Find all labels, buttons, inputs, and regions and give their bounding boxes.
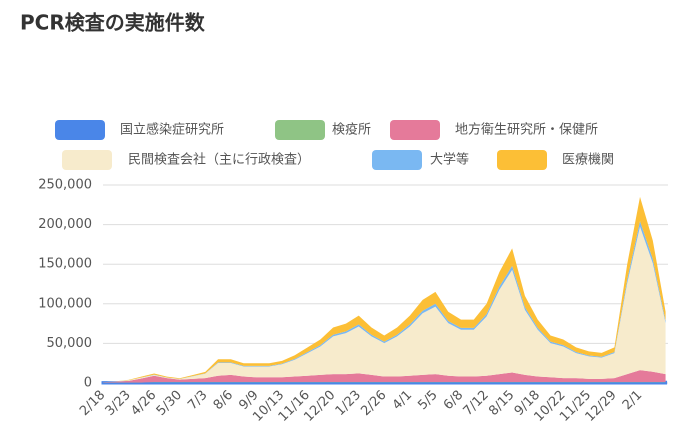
legend-swatch (275, 120, 325, 140)
legend-label: 民間検査会社（主に行政検査） (128, 152, 310, 168)
x-tick-label: 2/1 (620, 388, 645, 413)
x-tick-label: 1/23 (333, 388, 364, 419)
legend-swatch (55, 120, 105, 140)
legend-swatch (390, 120, 440, 140)
x-tick-label: 5/5 (415, 388, 440, 413)
x-tick-label: 2/26 (358, 388, 389, 419)
legend-swatch (497, 150, 547, 170)
legend-label: 地方衛生研究所・保健所 (455, 122, 598, 138)
legend-label: 検疫所 (332, 122, 371, 138)
y-tick-label: 100,000 (38, 296, 92, 311)
legend-label: 国立感染症研究所 (120, 122, 224, 138)
x-tick-label: 2/18 (77, 388, 108, 419)
y-tick-label: 250,000 (38, 178, 92, 193)
y-tick-label: 200,000 (38, 217, 92, 232)
x-tick-label: 3/23 (103, 388, 134, 419)
legend-label: 大学等 (430, 152, 469, 168)
y-tick-label: 0 (84, 376, 92, 391)
area (103, 226, 666, 383)
x-tick-label: 7/3 (185, 388, 210, 413)
x-tick-label: 5/30 (154, 388, 185, 419)
x-tick-label: 8/6 (211, 388, 236, 413)
x-tick-label: 4/26 (128, 388, 159, 419)
x-tick-label: 7/12 (461, 388, 492, 419)
legend-label: 医療機関 (562, 153, 614, 168)
y-tick-label: 50,000 (47, 336, 93, 351)
area (101, 380, 668, 385)
x-tick-label: 8/15 (486, 388, 517, 419)
chart-title: PCR検査の実施件数 (20, 11, 206, 35)
legend-swatch (372, 150, 422, 170)
legend-swatch (62, 150, 112, 170)
y-tick-label: 150,000 (38, 257, 92, 272)
x-tick-label: 4/1 (390, 388, 415, 413)
area (103, 370, 666, 383)
area (103, 382, 666, 383)
